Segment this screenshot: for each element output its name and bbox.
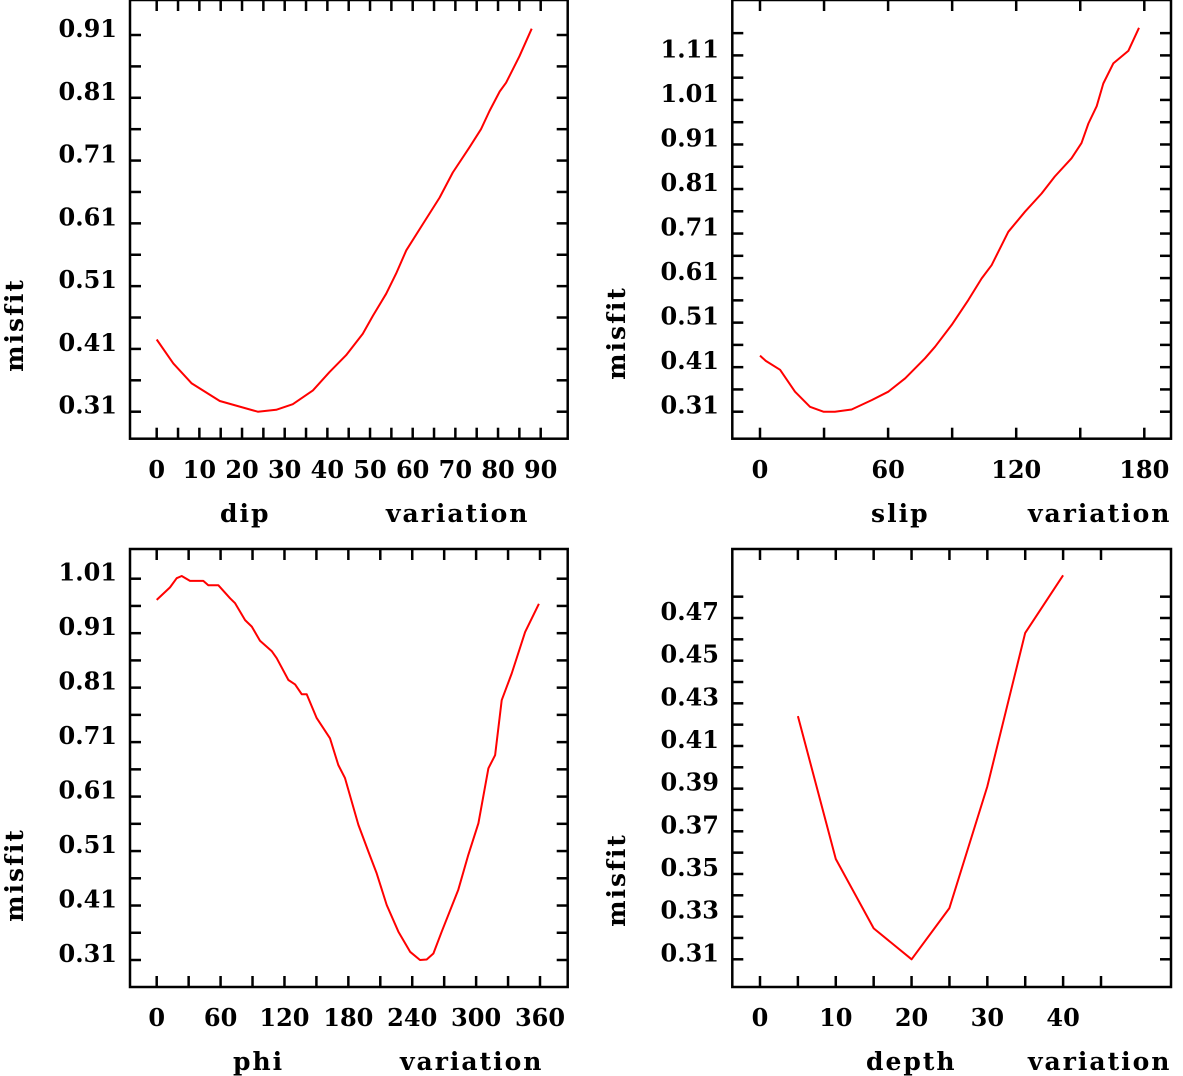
x-tick-label: 90: [524, 455, 557, 484]
y-tick-label: 0.31: [661, 391, 719, 420]
x-axis-title-variation: variation: [1027, 1047, 1172, 1076]
x-tick-label: 70: [439, 455, 472, 484]
x-tick-label: 10: [183, 455, 216, 484]
y-tick-label: 0.51: [661, 302, 719, 331]
x-tick-label: 40: [311, 455, 344, 484]
x-tick-label: 0: [752, 1003, 769, 1032]
x-tick-label: 30: [268, 455, 301, 484]
x-tick-label: 10: [819, 1003, 852, 1032]
x-tick-label: 40: [1046, 1003, 1079, 1032]
y-tick-label: 0.41: [59, 328, 117, 357]
y-axis-title: misfit: [602, 286, 631, 380]
y-axis-title: misfit: [0, 828, 29, 922]
x-tick-label: 0: [148, 455, 165, 484]
misfit-curve: [796, 574, 1064, 961]
panel-4: 0 10 20 30 40 0.31 0.33 0.35 0.37 0.39 0.41 0.43 0.4…: [602, 547, 1173, 1076]
plot-frame: [731, 547, 1173, 989]
y-tick-label: 0.61: [661, 257, 719, 286]
y-tick-label: 0.71: [59, 140, 117, 169]
y-tick-label: 0.71: [661, 213, 719, 242]
panel-2: 0 60 120 180 0.31 0.41 0.51 0.61 0.71 0.81 0.91 1.0…: [602, 0, 1173, 528]
x-tick-label: 20: [895, 1003, 928, 1032]
y-tick-label: 0.39: [661, 768, 719, 797]
y-tick-label: 0.47: [661, 597, 719, 626]
x-tick-label: 180: [1119, 455, 1169, 484]
y-tick-label: 0.41: [59, 885, 117, 914]
y-tick-label: 0.31: [661, 938, 719, 967]
plot-frame: [128, 547, 569, 989]
x-tick-label: 30: [971, 1003, 1004, 1032]
y-tick-label: 0.31: [59, 939, 117, 968]
x-axis-title-parameter: depth: [866, 1047, 957, 1076]
x-tick-label: 80: [481, 455, 514, 484]
y-tick-label: 0.45: [661, 640, 719, 669]
x-tick-label: 120: [259, 1003, 309, 1032]
x-axis-title-variation: variation: [385, 499, 530, 528]
x-tick-label: 120: [991, 455, 1041, 484]
y-tick-label: 0.91: [661, 123, 719, 152]
x-tick-label: 20: [225, 455, 258, 484]
x-tick-label: 0: [752, 455, 769, 484]
y-tick-label: 1.01: [661, 79, 719, 108]
y-tick-label: 0.41: [661, 346, 719, 375]
y-tick-label: 0.31: [59, 391, 117, 420]
x-tick-label: 180: [323, 1003, 373, 1032]
y-tick-label: 0.91: [59, 612, 117, 641]
x-tick-label: 60: [871, 455, 904, 484]
y-tick-label: 0.35: [661, 853, 719, 882]
y-tick-label: 0.41: [661, 725, 719, 754]
x-tick-label: 360: [515, 1003, 565, 1032]
y-tick-label: 0.61: [59, 776, 117, 805]
y-tick-label: 0.91: [59, 14, 117, 43]
y-tick-label: 0.61: [59, 202, 117, 231]
y-tick-label: 0.43: [661, 682, 719, 711]
x-axis-title-variation: variation: [399, 1047, 544, 1076]
y-tick-label: 0.81: [59, 77, 117, 106]
x-axis-title-variation: variation: [1027, 499, 1172, 528]
y-tick-label: 0.81: [661, 168, 719, 197]
y-axis-title: misfit: [0, 278, 29, 372]
y-tick-label: 0.37: [661, 810, 719, 839]
y-tick-label: 1.01: [59, 558, 117, 587]
y-tick-label: 0.81: [59, 667, 117, 696]
plot-frame: [128, 0, 569, 440]
y-tick-label: 0.51: [59, 265, 117, 294]
x-tick-label: 60: [204, 1003, 237, 1032]
x-axis-title-parameter: dip: [220, 499, 270, 528]
plot-frame: [731, 0, 1173, 440]
misfit-curve: [759, 27, 1140, 413]
panel-3: 0 60 120 180 240 300 360 0.31 0.41 0.51 0.61 0.71 0.…: [0, 547, 569, 1076]
x-tick-label: 240: [387, 1003, 437, 1032]
misfit-curve: [155, 28, 533, 413]
x-axis-title-parameter: slip: [871, 499, 930, 528]
x-axis-title-parameter: phi: [233, 1047, 284, 1076]
x-tick-label: 50: [353, 455, 386, 484]
y-tick-label: 0.33: [661, 896, 719, 925]
y-tick-label: 0.71: [59, 721, 117, 750]
misfit-curve: [156, 575, 540, 961]
y-tick-label: 1.11: [661, 34, 719, 63]
x-tick-label: 300: [451, 1003, 501, 1032]
panel-1: 0 10 20 30 40 50 60 70 80 90 0.31 0.41 0.51 0.61 0.71 0…: [0, 0, 569, 528]
y-tick-label: 0.51: [59, 830, 117, 859]
x-tick-label: 0: [148, 1003, 165, 1032]
x-tick-label: 60: [396, 455, 429, 484]
y-axis-title: misfit: [602, 833, 631, 927]
